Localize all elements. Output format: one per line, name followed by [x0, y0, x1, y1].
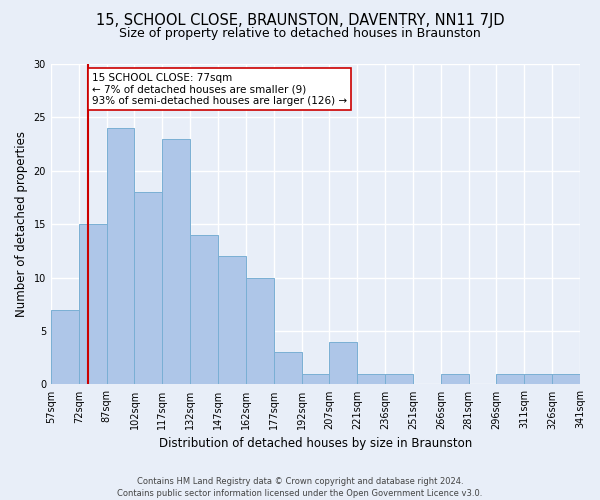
- Bar: [329, 342, 357, 384]
- Bar: [302, 374, 329, 384]
- Text: 15 SCHOOL CLOSE: 77sqm
← 7% of detached houses are smaller (9)
93% of semi-detac: 15 SCHOOL CLOSE: 77sqm ← 7% of detached …: [92, 72, 347, 106]
- Bar: [134, 192, 163, 384]
- Bar: [163, 139, 190, 384]
- Bar: [552, 374, 580, 384]
- Bar: [51, 310, 79, 384]
- Bar: [274, 352, 302, 384]
- Text: 15, SCHOOL CLOSE, BRAUNSTON, DAVENTRY, NN11 7JD: 15, SCHOOL CLOSE, BRAUNSTON, DAVENTRY, N…: [95, 12, 505, 28]
- Bar: [246, 278, 274, 384]
- Text: Size of property relative to detached houses in Braunston: Size of property relative to detached ho…: [119, 28, 481, 40]
- Text: Contains HM Land Registry data © Crown copyright and database right 2024.
Contai: Contains HM Land Registry data © Crown c…: [118, 476, 482, 498]
- Bar: [385, 374, 413, 384]
- Bar: [218, 256, 246, 384]
- Bar: [107, 128, 134, 384]
- Bar: [524, 374, 552, 384]
- Bar: [190, 235, 218, 384]
- Bar: [357, 374, 385, 384]
- Y-axis label: Number of detached properties: Number of detached properties: [15, 131, 28, 317]
- Bar: [496, 374, 524, 384]
- X-axis label: Distribution of detached houses by size in Braunston: Distribution of detached houses by size …: [159, 437, 472, 450]
- Bar: [79, 224, 107, 384]
- Bar: [441, 374, 469, 384]
